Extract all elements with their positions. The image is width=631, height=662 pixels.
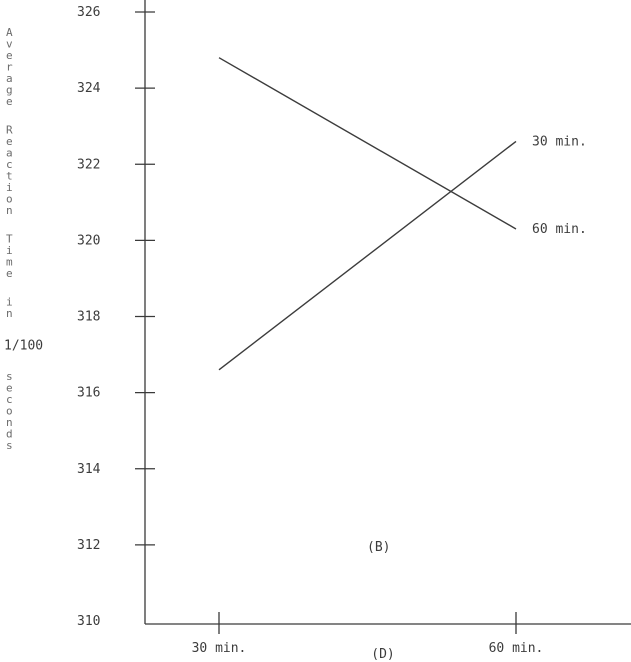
- y-tick-label: 320: [77, 233, 100, 248]
- x-tick-label: 60 min.: [489, 641, 544, 656]
- y-axis-label-letter: n: [6, 416, 13, 429]
- y-axis-label-letter: o: [6, 193, 13, 206]
- y-axis: 310 312 314 316 318 320 322 324 326: [77, 0, 155, 629]
- y-tick-label: 310: [77, 614, 100, 629]
- y-axis-label-word: in: [6, 296, 13, 321]
- y-axis-label-letter: t: [6, 170, 13, 183]
- y-axis-label-letter: s: [6, 439, 13, 452]
- series-line-1: [218, 140, 517, 371]
- y-tick-label: 316: [77, 386, 100, 401]
- y-tick-label: 318: [77, 310, 100, 325]
- series-end-label: 30 min.: [532, 134, 587, 149]
- y-axis-label-letter: r: [6, 61, 13, 74]
- series-lines: 30 min. 60 min.: [218, 57, 587, 371]
- y-axis-label-letter: e: [6, 135, 13, 148]
- annotation-b: (B): [367, 540, 390, 555]
- y-axis-label-letter: i: [6, 296, 13, 309]
- y-axis-label-letter: R: [6, 124, 13, 137]
- y-axis-label-letter: a: [6, 72, 13, 85]
- x-axis: 30 min. 60 min.: [145, 612, 631, 656]
- x-tick-label: 30 min.: [192, 641, 247, 656]
- y-tick-label: 324: [77, 81, 101, 96]
- y-tick-label: 322: [77, 157, 100, 172]
- y-axis-label-letter: n: [6, 204, 13, 217]
- y-axis-label-letter: n: [6, 307, 13, 320]
- series-line-2: [218, 57, 517, 230]
- y-axis-label-letter: e: [6, 382, 13, 395]
- y-tick-label: 314: [77, 462, 101, 477]
- y-axis-label-letter: v: [6, 38, 13, 51]
- y-axis-label-letter: g: [6, 84, 13, 97]
- y-axis-label-letter: d: [6, 428, 13, 441]
- x-axis-label: (D): [371, 647, 394, 662]
- y-axis-label-letter: m: [6, 256, 13, 269]
- y-axis-label-letter: s: [6, 370, 13, 383]
- y-axis-label-letter: e: [6, 49, 13, 62]
- y-axis-label-letter: a: [6, 147, 13, 160]
- series-end-label: 60 min.: [532, 222, 587, 237]
- y-axis-label-word: 1/100: [4, 339, 43, 354]
- y-tick-label: 312: [77, 538, 100, 553]
- y-axis-label-letter: A: [6, 26, 13, 39]
- y-axis-label-letter: i: [6, 181, 13, 194]
- y-axis-label-letter: e: [6, 95, 13, 108]
- y-axis-label-letter: T: [6, 233, 13, 246]
- y-axis-label-letter: o: [6, 405, 13, 418]
- y-axis-label-letter: c: [6, 393, 13, 406]
- y-axis-label-letter: e: [6, 267, 13, 280]
- y-axis-label-letter: i: [6, 244, 13, 257]
- y-axis-label-letter: c: [6, 158, 13, 171]
- y-tick-label: 326: [77, 5, 100, 20]
